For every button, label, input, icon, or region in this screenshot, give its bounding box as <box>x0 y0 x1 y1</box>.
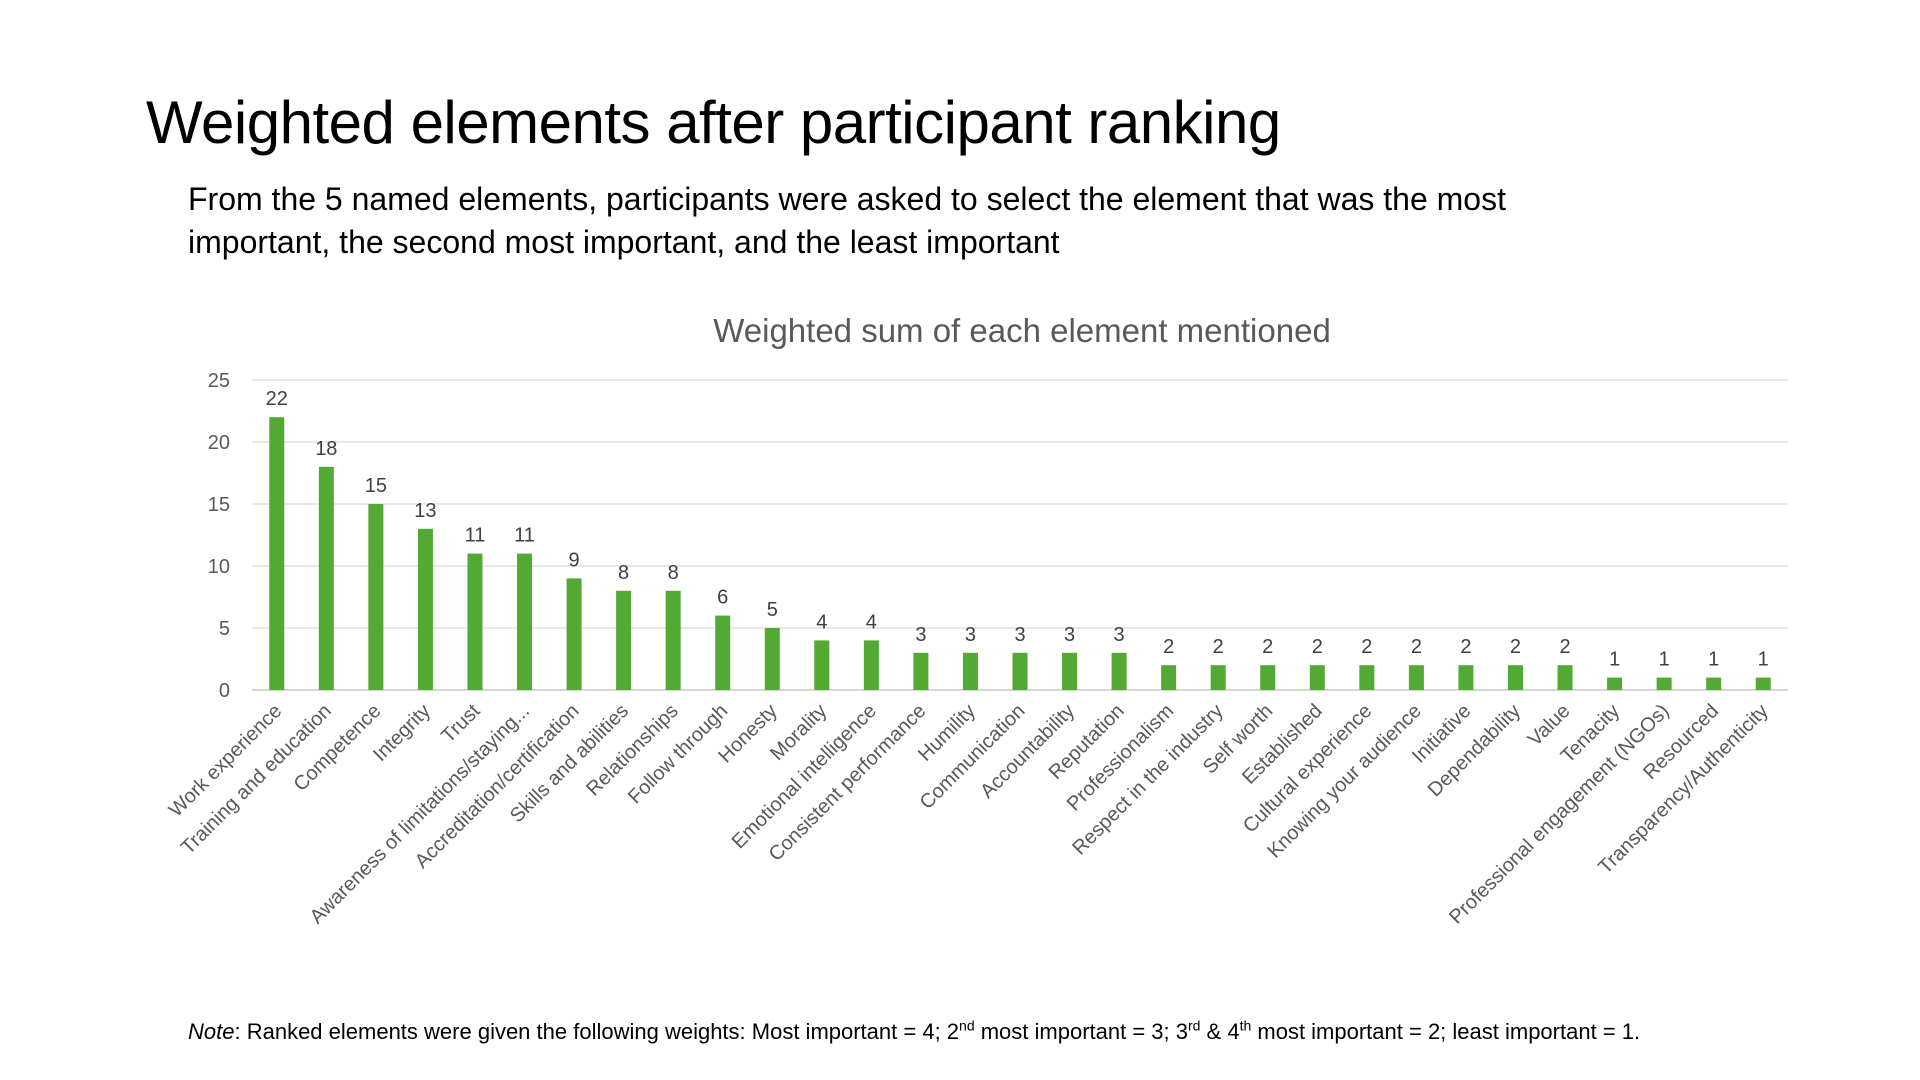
bar <box>1062 652 1078 690</box>
data-label: 3 <box>1114 624 1125 646</box>
note-text-3: & 4 <box>1200 1019 1240 1044</box>
bar <box>368 504 384 690</box>
y-tick-label: 20 <box>208 432 230 454</box>
note-sup-3: th <box>1239 1017 1252 1034</box>
data-label: 5 <box>767 599 778 621</box>
note-label: Note <box>188 1019 235 1044</box>
data-label: 1 <box>1758 649 1769 671</box>
gridlines <box>252 379 1788 691</box>
data-label: 22 <box>266 388 288 410</box>
y-tick-label: 15 <box>208 494 230 516</box>
bar <box>517 553 533 690</box>
bar <box>1260 665 1276 690</box>
note-sup-2: rd <box>1187 1017 1201 1034</box>
y-tick-label: 10 <box>208 556 230 578</box>
data-label: 18 <box>315 438 337 460</box>
data-label: 13 <box>414 500 436 522</box>
subtitle-line-2: important, the second most important, an… <box>188 224 1060 260</box>
bar <box>1359 665 1375 690</box>
bar <box>814 640 830 690</box>
data-label: 3 <box>1064 624 1075 646</box>
note-text-2: most important = 3; 3 <box>974 1019 1188 1044</box>
bar <box>1755 677 1771 690</box>
data-label: 4 <box>816 611 827 633</box>
slide-subtitle: From the 5 named elements, participants … <box>188 178 1748 264</box>
data-label: 4 <box>866 611 877 633</box>
data-label: 6 <box>717 587 728 609</box>
data-label: 2 <box>1559 636 1570 658</box>
data-label: 2 <box>1213 636 1224 658</box>
data-label: 2 <box>1460 636 1471 658</box>
data-label: 8 <box>668 562 679 584</box>
bar <box>1309 665 1325 690</box>
bar <box>1557 665 1573 690</box>
data-label: 3 <box>915 624 926 646</box>
bar <box>665 590 681 690</box>
bar <box>764 628 780 690</box>
bar <box>1656 677 1672 690</box>
data-label: 1 <box>1609 649 1620 671</box>
note-text-4: most important = 2; least important = 1. <box>1251 1019 1641 1044</box>
data-label: 2 <box>1411 636 1422 658</box>
data-label: 3 <box>1014 624 1025 646</box>
bar <box>1012 652 1028 690</box>
data-label: 2 <box>1312 636 1323 658</box>
bar <box>863 640 879 690</box>
bar <box>566 578 582 690</box>
data-label: 2 <box>1262 636 1273 658</box>
bar <box>715 615 731 690</box>
note-text-1: : Ranked elements were given the followi… <box>234 1019 960 1044</box>
note-sup-1: nd <box>959 1017 975 1034</box>
bar <box>1111 652 1127 690</box>
data-label: 9 <box>569 549 580 571</box>
bar <box>913 652 929 690</box>
y-tick-label: 25 <box>208 370 230 392</box>
bar-chart: Weighted sum of each element mentioned 0… <box>165 312 1788 929</box>
bar <box>1607 677 1623 690</box>
bar <box>616 590 632 690</box>
bars <box>269 417 1771 690</box>
bar <box>1161 665 1177 690</box>
bar <box>1507 665 1523 690</box>
bar <box>1210 665 1226 690</box>
data-label: 1 <box>1659 649 1670 671</box>
bar <box>962 652 978 690</box>
y-tick-label: 5 <box>219 618 230 640</box>
data-label: 2 <box>1361 636 1372 658</box>
data-label: 1 <box>1708 649 1719 671</box>
bar <box>467 553 483 690</box>
bar <box>1408 665 1424 690</box>
y-tick-label: 0 <box>219 680 230 702</box>
data-label: 2 <box>1510 636 1521 658</box>
y-axis: 0 5 10 15 20 25 <box>208 370 230 702</box>
subtitle-line-1: From the 5 named elements, participants … <box>188 181 1506 217</box>
data-label: 11 <box>514 525 535 547</box>
slide-title: Weighted elements after participant rank… <box>146 89 1281 156</box>
bar <box>318 466 334 690</box>
data-label: 2 <box>1163 636 1174 658</box>
bar <box>1458 665 1474 690</box>
bar <box>1706 677 1722 690</box>
bar <box>417 528 433 690</box>
data-label: 3 <box>965 624 976 646</box>
data-label: 11 <box>465 525 486 547</box>
chart-title: Weighted sum of each element mentioned <box>713 312 1331 349</box>
bar <box>269 417 285 690</box>
footnote: Note: Ranked elements were given the fol… <box>188 1019 1640 1045</box>
data-label: 15 <box>365 475 387 497</box>
data-label: 8 <box>618 562 629 584</box>
